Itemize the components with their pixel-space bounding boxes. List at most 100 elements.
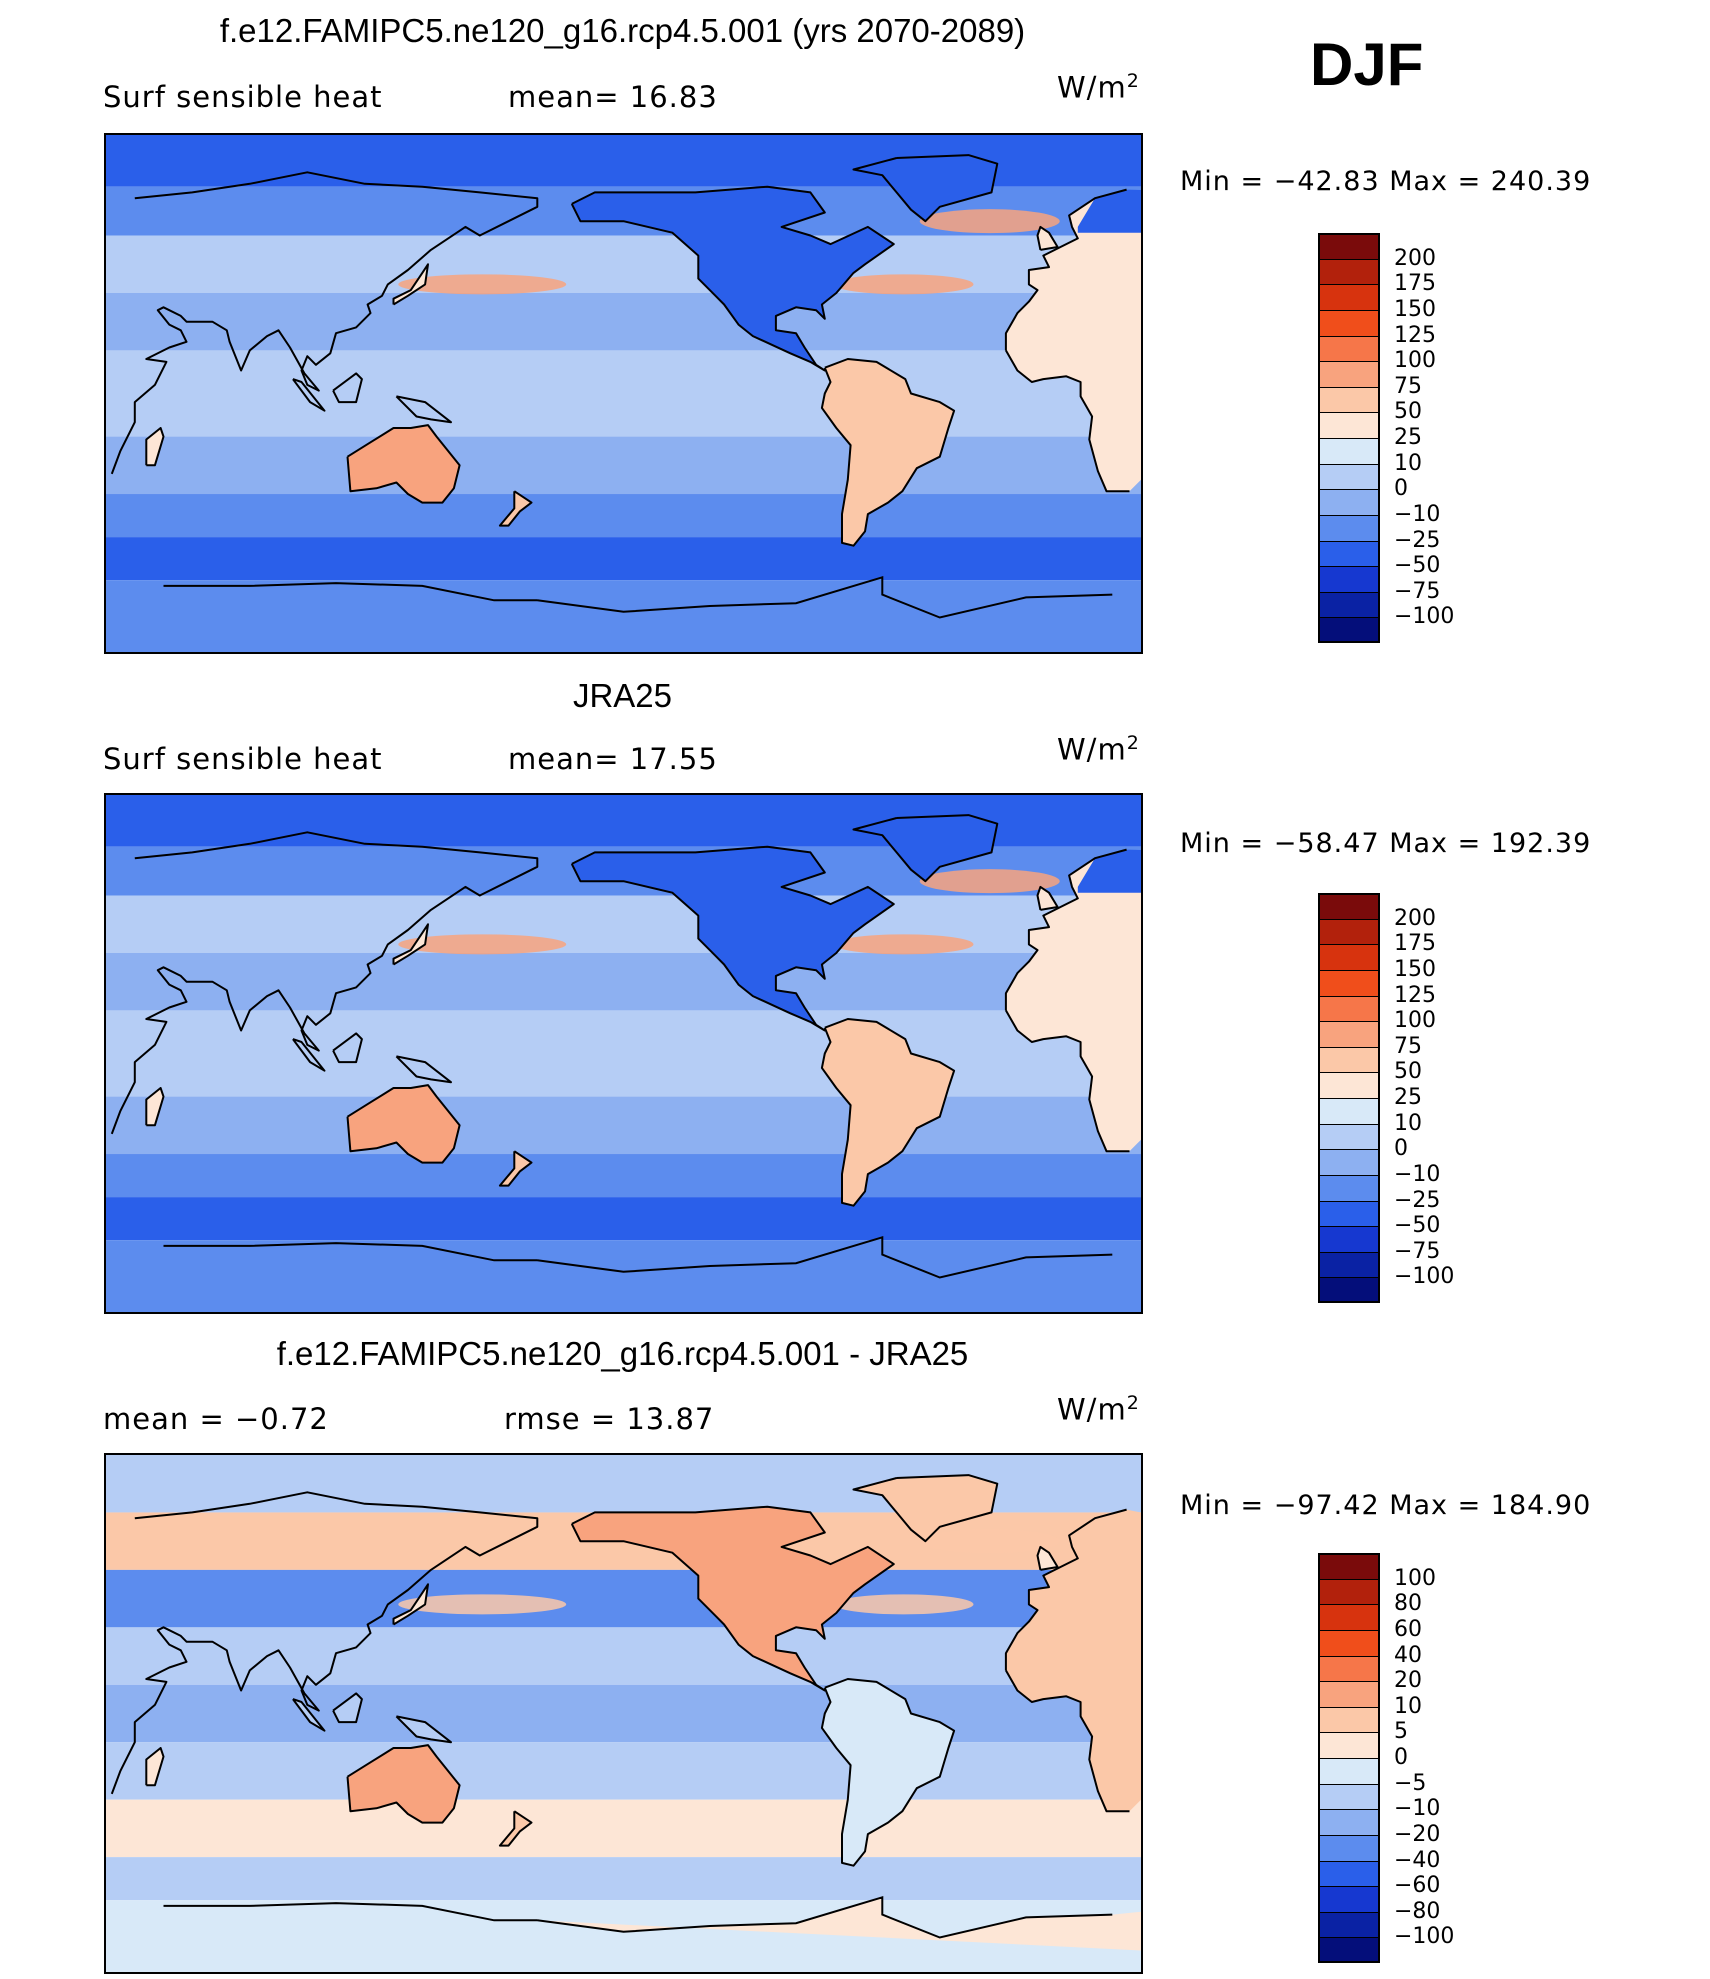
- colorbar-label: −100: [1394, 1264, 1455, 1290]
- map-field-band: [106, 494, 1141, 538]
- colorbar-label: 0: [1394, 1136, 1408, 1162]
- map-field-land: [347, 1085, 460, 1163]
- colorbar-label: 125: [1394, 982, 1436, 1008]
- colorbar-label: 0: [1394, 1745, 1408, 1770]
- colorbar-label: −20: [1394, 1821, 1441, 1847]
- panel-2-variable-label: Surf sensible heat: [103, 742, 383, 776]
- coastline: [346, 1744, 461, 1824]
- panel-1-map: [104, 133, 1143, 654]
- coastline: [292, 1038, 326, 1072]
- map-field-anomaly: [833, 1594, 974, 1615]
- colorbar-swatch: [1318, 1604, 1380, 1630]
- map-field-band: [106, 1627, 1141, 1685]
- map-field-land: [1037, 1546, 1058, 1570]
- panel-1-colorbar: 200 175 150 125 100 75 50 25 10 0 −10 −25 −50 −75 −100: [1318, 233, 1478, 643]
- colorbar-swatch: [1318, 918, 1380, 945]
- map-field-land: [537, 1237, 1141, 1291]
- map-field-land: [292, 1699, 325, 1731]
- coastline: [163, 1235, 1113, 1279]
- coastline: [570, 185, 895, 372]
- colorbar-swatch: [1318, 1072, 1380, 1098]
- map-field-band: [106, 895, 1141, 953]
- colorbar-swatch: [1318, 969, 1380, 996]
- coastline: [395, 1715, 452, 1744]
- coastline: [332, 372, 363, 404]
- panel-3-mean-label: mean = −0.72: [103, 1402, 329, 1436]
- colorbar-swatch: [1318, 463, 1380, 490]
- colorbar-swatch: [1318, 284, 1380, 310]
- map-field-anomaly: [833, 274, 974, 295]
- map-field-land: [396, 1056, 451, 1083]
- map-field-cold-region: [1077, 849, 1141, 893]
- coastline: [292, 378, 326, 412]
- colorbar-swatch: [1318, 1226, 1380, 1252]
- colorbar-label: 80: [1394, 1591, 1422, 1617]
- map-field-land: [1005, 1509, 1141, 1812]
- coastline: [852, 154, 999, 223]
- colorbar-label: −25: [1394, 527, 1441, 553]
- colorbar-label: −10: [1394, 1161, 1441, 1187]
- colorbar-swatch: [1318, 1732, 1380, 1758]
- map-field-band: [106, 952, 1141, 1011]
- colorbar-swatch: [1318, 1251, 1380, 1278]
- coastline: [820, 358, 956, 547]
- panel-1-map-field: [106, 135, 1141, 652]
- map-field-land: [1037, 226, 1058, 250]
- coastline: [110, 171, 1130, 493]
- colorbar-swatch: [1318, 1098, 1380, 1124]
- colorbar-swatch: [1318, 335, 1380, 362]
- colorbar-swatch: [1318, 1021, 1380, 1047]
- panel-1-title: f.e12.FAMIPC5.ne120_g16.rcp4.5.001 (yrs …: [219, 12, 1026, 49]
- coastline: [110, 1491, 1130, 1813]
- coastline: [570, 1505, 895, 1692]
- coastline: [145, 1087, 165, 1127]
- colorbar-swatch: [1318, 1174, 1380, 1201]
- colorbar-swatch: [1318, 1149, 1380, 1175]
- colorbar-swatch: [1318, 1834, 1380, 1861]
- colorbar-swatch: [1318, 1809, 1380, 1835]
- map-field-land: [347, 425, 460, 503]
- map-field-land: [396, 1716, 451, 1743]
- coastline: [346, 424, 461, 504]
- colorbar-label: −10: [1394, 1796, 1441, 1822]
- colorbar-label: 75: [1394, 373, 1422, 399]
- map-field-band: [106, 350, 1141, 437]
- coastline: [392, 263, 429, 306]
- map-field-anomaly: [398, 274, 567, 295]
- colorbar-label: −80: [1394, 1898, 1441, 1924]
- panel-1-variable-label: Surf sensible heat: [103, 80, 383, 114]
- map-field-land: [1005, 849, 1141, 1152]
- colorbar-swatch: [1318, 591, 1380, 618]
- coastline: [332, 1032, 363, 1064]
- map-field-band: [106, 1742, 1141, 1800]
- colorbar-label: 100: [1394, 1565, 1436, 1591]
- colorbar-swatch: [1318, 1123, 1380, 1150]
- map-field-band: [106, 537, 1141, 581]
- colorbar-label: −5: [1394, 1770, 1427, 1796]
- colorbar-swatch: [1318, 1655, 1380, 1682]
- map-field-cold-region: [1077, 189, 1141, 233]
- coastline: [1036, 225, 1059, 251]
- coastline: [346, 1084, 461, 1164]
- panel-1-mean-label: mean= 16.83: [508, 80, 718, 114]
- colorbar-swatch: [1318, 1860, 1380, 1887]
- panel-2-minmax: Min = −58.47 Max = 192.39: [1180, 828, 1592, 859]
- colorbar-swatch: [1318, 1681, 1380, 1707]
- map-field-land: [292, 379, 325, 411]
- colorbar-label: −75: [1394, 578, 1441, 604]
- coastline: [163, 1895, 1113, 1939]
- colorbar-label: 10: [1394, 1110, 1422, 1136]
- panel-1-minmax: Min = −42.83 Max = 240.39: [1180, 166, 1592, 197]
- colorbar-swatch: [1318, 617, 1380, 643]
- coastline: [395, 395, 452, 424]
- map-field-band: [106, 1684, 1141, 1743]
- colorbar-swatch: [1318, 514, 1380, 541]
- coastline: [145, 1747, 165, 1787]
- coastline: [852, 814, 999, 883]
- coastline: [392, 923, 429, 966]
- colorbar-swatch: [1318, 1937, 1380, 1963]
- colorbar-label: 0: [1394, 476, 1408, 502]
- map-field-land: [821, 359, 955, 546]
- coastline: [392, 1583, 429, 1626]
- map-field-land: [537, 1897, 1141, 1951]
